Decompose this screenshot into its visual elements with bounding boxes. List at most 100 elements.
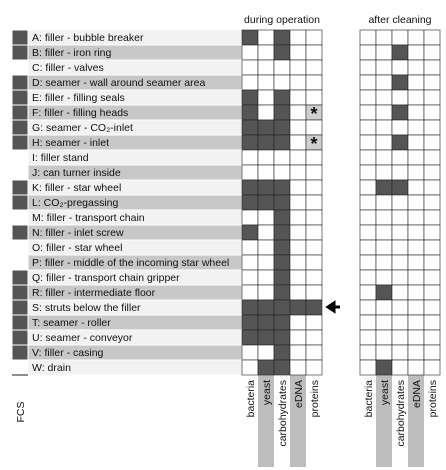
cell — [289, 284, 307, 301]
cell — [423, 89, 441, 106]
cell — [407, 164, 425, 181]
cell — [407, 149, 425, 166]
cell — [257, 59, 275, 76]
cell — [407, 269, 425, 286]
row-label: U: seamer - conveyor — [32, 332, 133, 344]
row-label: Q: filler - transport chain gripper — [32, 272, 180, 284]
cell — [289, 344, 307, 361]
row-label: O: filler - star wheel — [32, 242, 122, 254]
column-label: yeast — [261, 380, 273, 405]
cell — [289, 224, 307, 241]
row-label: J: can turner inside — [32, 167, 121, 179]
cell — [423, 59, 441, 76]
cell — [423, 299, 441, 316]
cell — [257, 104, 275, 121]
cell — [407, 299, 425, 316]
fcs-cell — [11, 104, 29, 121]
fcs-cell — [11, 359, 29, 376]
column-label: eDNA — [411, 380, 423, 408]
cell — [423, 104, 441, 121]
cell — [257, 269, 275, 286]
cell — [257, 134, 275, 151]
cell — [273, 239, 291, 256]
fcs-cell — [11, 299, 29, 316]
cell — [257, 329, 275, 346]
cell — [359, 74, 377, 91]
cell — [423, 209, 441, 226]
cell — [289, 329, 307, 346]
cell — [407, 254, 425, 271]
cell — [423, 119, 441, 136]
cell — [375, 359, 393, 376]
cell — [391, 194, 409, 211]
row-label: L: CO₂-pregassing — [32, 197, 119, 209]
cell — [257, 29, 275, 46]
cell — [241, 284, 259, 301]
cell — [241, 29, 259, 46]
cell — [273, 224, 291, 241]
cell — [257, 179, 275, 196]
cell — [241, 344, 259, 361]
cell — [273, 179, 291, 196]
cell — [289, 104, 307, 121]
cell — [375, 29, 393, 46]
cell — [241, 254, 259, 271]
cell — [407, 134, 425, 151]
row-label: S: struts below the filler — [32, 302, 141, 314]
cell — [305, 344, 323, 361]
cell — [305, 299, 323, 316]
cell — [423, 149, 441, 166]
cell — [407, 239, 425, 256]
cell — [407, 209, 425, 226]
row-label: R: filler - intermediate floor — [32, 287, 156, 299]
cell — [305, 359, 323, 376]
cell — [407, 119, 425, 136]
fcs-cell — [11, 179, 29, 196]
cell — [423, 269, 441, 286]
cell — [375, 314, 393, 331]
cell — [359, 134, 377, 151]
cell — [391, 224, 409, 241]
cell — [289, 239, 307, 256]
fcs-cell — [11, 44, 29, 61]
cell — [289, 179, 307, 196]
cell — [273, 209, 291, 226]
cell — [305, 194, 323, 211]
cell — [273, 104, 291, 121]
cell — [423, 284, 441, 301]
cell — [241, 359, 259, 376]
cell — [375, 299, 393, 316]
cell — [423, 194, 441, 211]
cell — [359, 224, 377, 241]
cell — [391, 104, 409, 121]
row-label: P: filler - middle of the incoming star … — [32, 257, 229, 269]
cell — [305, 149, 323, 166]
cell — [289, 269, 307, 286]
cell — [241, 74, 259, 91]
cell — [273, 299, 291, 316]
cell — [391, 344, 409, 361]
cell — [289, 119, 307, 136]
cell — [273, 359, 291, 376]
cell — [289, 314, 307, 331]
cell — [273, 329, 291, 346]
cell — [241, 44, 259, 61]
cell — [241, 89, 259, 106]
cell — [375, 59, 393, 76]
fcs-cell — [11, 209, 29, 226]
cell — [305, 239, 323, 256]
row-label: H: seamer - inlet — [32, 137, 109, 149]
cell — [257, 224, 275, 241]
cell — [359, 254, 377, 271]
cell — [423, 359, 441, 376]
cell — [305, 209, 323, 226]
cell — [391, 29, 409, 46]
cell — [289, 254, 307, 271]
cell — [257, 44, 275, 61]
cell — [375, 284, 393, 301]
cell — [289, 74, 307, 91]
fcs-cell — [11, 344, 29, 361]
cell — [391, 59, 409, 76]
fcs-cell — [11, 74, 29, 91]
